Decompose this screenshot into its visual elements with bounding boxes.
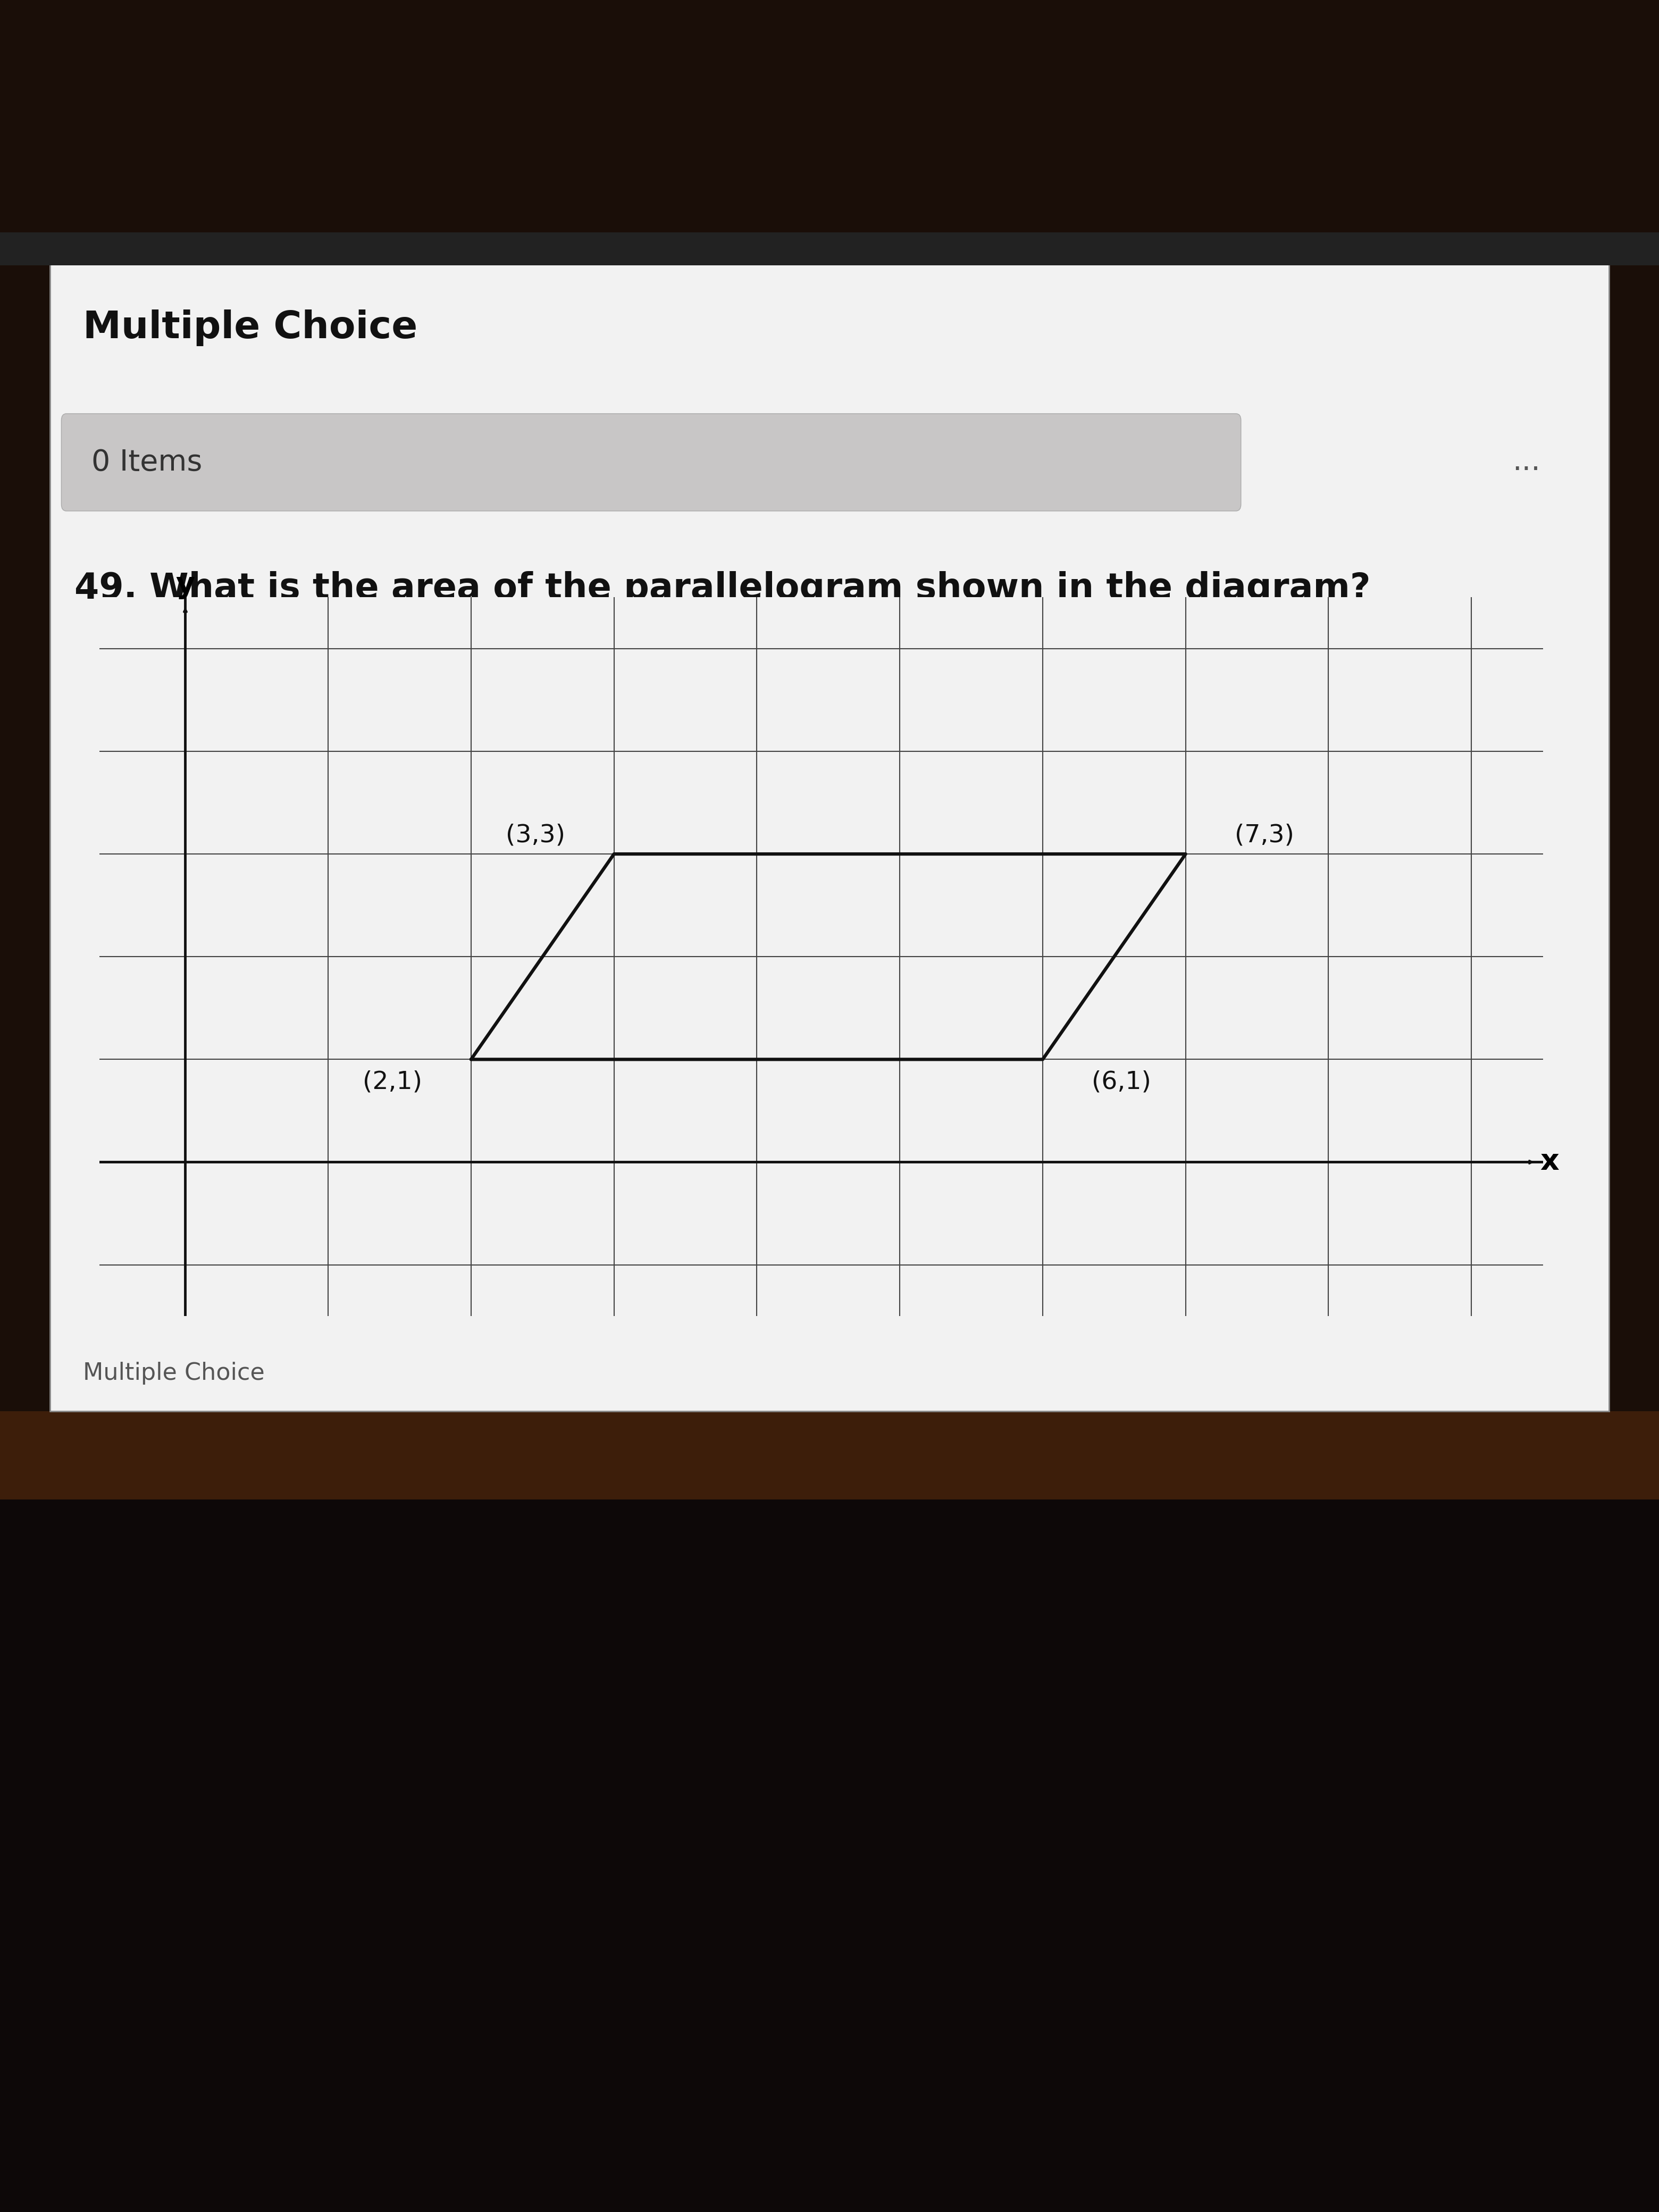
Text: y: y <box>176 571 194 599</box>
Text: 49. What is the area of the parallelogram shown in the diagram?: 49. What is the area of the parallelogra… <box>75 571 1370 606</box>
Bar <box>0 0 1659 254</box>
Text: (7,3): (7,3) <box>1234 823 1294 847</box>
Text: Multiple Choice: Multiple Choice <box>83 1363 265 1385</box>
Text: Multiple Choice: Multiple Choice <box>83 310 418 347</box>
Bar <box>0 232 1659 265</box>
FancyBboxPatch shape <box>61 414 1241 511</box>
Text: x: x <box>1540 1148 1559 1177</box>
Text: (6,1): (6,1) <box>1092 1071 1151 1095</box>
Text: 0 Items: 0 Items <box>91 449 202 476</box>
Text: ...: ... <box>1513 449 1540 476</box>
Bar <box>50 254 1609 1411</box>
Text: (2,1): (2,1) <box>363 1071 423 1095</box>
Bar <box>0 1411 1659 2212</box>
Bar <box>0 1411 1659 1500</box>
Text: (3,3): (3,3) <box>506 823 566 847</box>
